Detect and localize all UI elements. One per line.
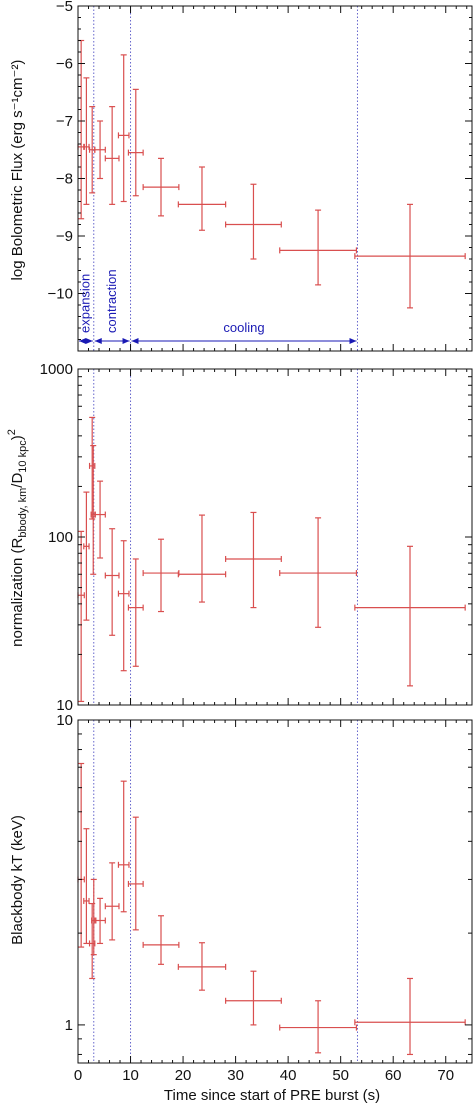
data-point [77,530,85,703]
data-point [354,203,466,309]
data-point [354,545,466,687]
y-tick-label: −7 [56,113,73,130]
phase-annotations: expansion contraction cooling [77,269,357,344]
y-tick-label: 100 [48,529,73,546]
data-point [354,977,466,1056]
y-tick-label: −8 [56,171,73,188]
phase-label-cooling: cooling [223,320,264,335]
x-tick-label: 40 [280,1067,297,1084]
data-point [142,157,180,217]
data-point [127,816,144,931]
y-tick-label: −10 [48,286,73,303]
panel-temperature-xticks: 0 10 20 30 40 50 60 70 [74,720,468,1084]
data-point [104,862,120,941]
data-point [117,780,130,913]
panel-normalization-errorbars [77,416,466,703]
data-point [142,915,180,965]
data-point [104,106,120,205]
x-axis-title: Time since start of PRE burst (s) [164,1087,380,1104]
y-tick-label: 1 [65,1017,73,1034]
data-point [117,54,130,203]
norm-label-mid: /D [9,473,26,488]
data-point [279,209,358,286]
data-point [94,897,106,945]
data-point [83,77,90,205]
x-tick-label: 0 [74,1067,82,1084]
y-tick-label: −9 [56,228,73,245]
data-point [225,970,282,1026]
panel-flux-frame [77,5,473,352]
data-point [117,540,130,672]
x-tick-label: 70 [437,1067,454,1084]
norm-label-end: ) [9,435,26,440]
y-tick-label: 10 [56,712,73,729]
data-point [225,183,282,260]
y-axis-title-flux: log Bolometric Flux (erg s⁻¹cm⁻²) [9,60,26,281]
data-point [142,538,180,613]
panel-normalization-xticks [77,369,468,705]
phase-label-contraction: contraction [104,269,119,333]
panel-normalization: 10 100 1000 normalization (Rbbody, km/D10 … [6,361,473,714]
panel-flux: −10 −9 −8 −7 −6 −5 expansion contraction cool… [9,0,473,352]
data-point [88,902,96,980]
y-axis-title-temperature: Blackbody kT (keV) [9,815,26,945]
norm-label-sub1: bbody, km [17,488,29,538]
data-point [225,511,282,609]
panel-temperature-frame [77,719,473,1064]
norm-label-sub2: 10 kpc [17,440,29,473]
data-point [127,88,144,197]
norm-label-a: normalization (R [9,537,26,646]
x-tick-label: 10 [122,1067,139,1084]
panel-flux-yticks: −10 −9 −8 −7 −6 −5 [48,0,472,352]
data-point [177,166,227,231]
panel-temperature-yticks: 1 10 [56,712,472,1055]
data-point [77,39,85,220]
x-tick-label: 30 [227,1067,244,1084]
x-tick-label: 20 [175,1067,192,1084]
data-point [177,514,227,603]
data-point [88,416,96,520]
y-tick-label: −5 [56,0,73,15]
data-point [104,528,120,636]
panel-normalization-frame [77,368,473,706]
panel-flux-vlines [93,6,358,351]
panel-normalization-yticks: 10 100 1000 [40,361,472,714]
panel-flux-errorbars [77,39,466,309]
data-point [177,942,227,991]
y-tick-label: −6 [56,56,73,73]
panel-temperature: 1 10 0 10 20 30 40 50 60 70 Blackbody kT (keV) T… [9,712,473,1104]
data-point [77,762,85,948]
panel-flux-xticks [77,6,468,351]
data-point [94,120,106,180]
data-point [279,517,358,628]
panel-temperature-errorbars [77,762,466,1056]
y-axis-title-normalization: normalization (Rbbody, km/D10 kpc)2 [6,429,29,647]
y-tick-label: 10 [56,697,73,714]
x-tick-label: 60 [385,1067,402,1084]
data-point [127,558,144,667]
phase-label-expansion: expansion [77,274,92,333]
norm-label-sup: 2 [6,429,18,435]
data-point [83,491,90,621]
x-tick-label: 50 [332,1067,349,1084]
y-tick-label: 1000 [40,361,73,378]
data-point [94,480,106,559]
data-point [279,1000,358,1054]
data-point [83,828,90,945]
